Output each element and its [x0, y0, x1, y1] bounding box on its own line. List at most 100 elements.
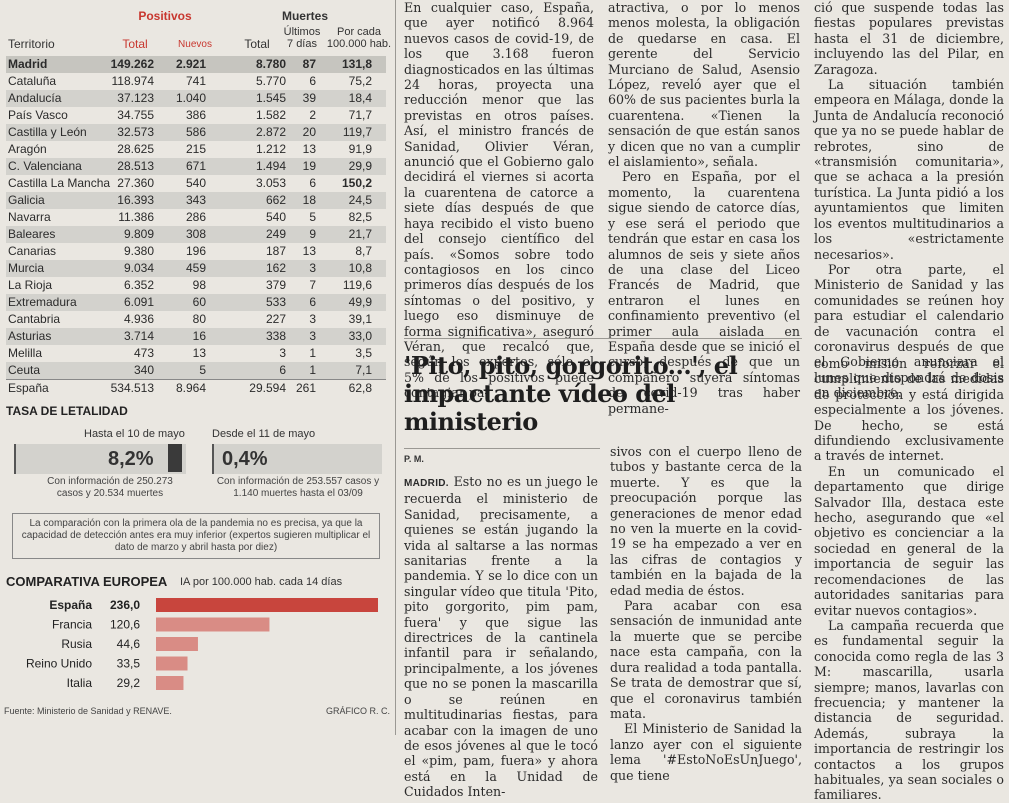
row-muertes-100k: 119,7 — [342, 125, 372, 139]
row-muertes-100k: 82,5 — [348, 210, 372, 224]
row-name: C. Valenciana — [8, 159, 82, 173]
article-separator — [404, 338, 802, 339]
bar-españa — [156, 598, 378, 612]
row-nuevos: 286 — [185, 210, 206, 224]
article2-lead-place: MADRID. — [404, 478, 449, 489]
table-row: España 534.513 8.964 29.594 261 62,8 — [6, 379, 386, 397]
table-row: Cantabria 4.936 80 227 3 39,1 — [6, 311, 386, 328]
article2-col3-p1: como misión reforzar el cumplimiento de … — [814, 356, 1004, 464]
row-muertes-total: 227 — [265, 312, 286, 326]
bar-category-label: Francia — [52, 618, 92, 632]
row-name: España — [8, 381, 49, 395]
row-muertes-100k: 75,2 — [348, 74, 372, 88]
row-muertes-total: 3.053 — [255, 176, 286, 190]
col-header-100000: 100.000 hab. — [326, 38, 392, 50]
row-muertes-total: 3 — [279, 346, 286, 360]
table-row: C. Valenciana 28.513 671 1.494 19 29,9 — [6, 158, 386, 175]
row-name: País Vasco — [8, 108, 68, 122]
bar-value-label: 120,6 — [110, 618, 140, 632]
row-nuevos: 1.040 — [175, 91, 206, 105]
row-muertes-100k: 10,8 — [348, 261, 372, 275]
row-name: Navarra — [8, 210, 51, 224]
row-nuevos: 196 — [185, 244, 206, 258]
row-total: 6.352 — [123, 278, 154, 292]
row-name: Cantabria — [8, 312, 61, 326]
table-row: Ceuta 340 5 6 1 7,1 — [6, 362, 386, 379]
row-nuevos: 386 — [185, 108, 206, 122]
table-row: Cataluña 118.974 741 5.770 6 75,2 — [6, 73, 386, 90]
row-muertes-7d: 6 — [309, 295, 316, 309]
row-total: 473 — [133, 346, 154, 360]
row-muertes-7d: 13 — [302, 142, 316, 156]
table-row: Baleares 9.809 308 249 9 21,7 — [6, 226, 386, 243]
data-table-body: Madrid 149.262 2.921 8.780 87 131,8 Cataluña 11… — [6, 56, 386, 397]
article1-col1: En cualquier caso, España, que ayer noti… — [404, 0, 594, 401]
row-total: 27.360 — [117, 176, 154, 190]
letalidad-left-box: 8,2% — [14, 444, 186, 474]
article2-col3-p3: La campaña recuerda que es fundamental s… — [814, 617, 1004, 803]
row-muertes-total: 662 — [265, 193, 286, 207]
row-muertes-total: 533 — [265, 295, 286, 309]
letalidad-left-value: 8,2% — [108, 448, 154, 470]
row-muertes-100k: 119,6 — [342, 278, 372, 292]
row-muertes-total: 379 — [265, 278, 286, 292]
col-header-nuevos: Nuevos — [178, 39, 212, 50]
row-muertes-7d: 19 — [302, 159, 316, 173]
row-muertes-total: 2.872 — [255, 125, 286, 139]
row-muertes-total: 249 — [265, 227, 286, 241]
row-muertes-total: 29.594 — [249, 381, 286, 395]
row-total: 28.513 — [117, 159, 154, 173]
bar-value-label: 44,6 — [117, 637, 141, 651]
row-name: Galicia — [8, 193, 45, 207]
row-name: La Rioja — [8, 278, 53, 292]
row-muertes-7d: 2 — [309, 108, 316, 122]
row-total: 32.573 — [117, 125, 154, 139]
row-muertes-total: 1.494 — [255, 159, 286, 173]
article1-col2-p2: Pero en España, por el momento, la cuare… — [608, 169, 800, 416]
row-name: Andalucía — [8, 91, 62, 105]
row-muertes-100k: 29,9 — [348, 159, 372, 173]
article2-col2-p2: Para acabar con esa sensación de inmunid… — [610, 598, 802, 721]
row-nuevos: 215 — [185, 142, 206, 156]
row-total: 9.380 — [123, 244, 154, 258]
column-divider — [395, 0, 396, 735]
article1-col3-p1: ció que suspende todas las fiestas popul… — [814, 0, 1004, 77]
row-total: 6.091 — [123, 295, 154, 309]
row-nuevos: 60 — [192, 295, 206, 309]
letalidad-title: TASA DE LETALIDAD — [6, 404, 128, 418]
europa-subtitle: IA por 100.000 hab. cada 14 días — [180, 576, 343, 588]
row-muertes-100k: 24,5 — [348, 193, 372, 207]
row-nuevos: 586 — [185, 125, 206, 139]
row-total: 149.262 — [110, 57, 154, 71]
bar-value-label: 236,0 — [110, 598, 140, 612]
letalidad-disclaimer: La comparación con la primera ola de la … — [12, 513, 380, 559]
row-nuevos: 16 — [192, 329, 206, 343]
col-header-territorio: Territorio — [8, 37, 55, 51]
row-muertes-7d: 3 — [309, 312, 316, 326]
row-nuevos: 343 — [185, 193, 206, 207]
row-total: 118.974 — [111, 74, 155, 88]
row-name: Cataluña — [8, 74, 57, 88]
article2-col1-text: Esto no es un juego le recuerda el minis… — [404, 474, 598, 800]
article2-col2-p1: sivos con el cuerpo lleno de tubos y bas… — [610, 444, 802, 598]
row-nuevos: 13 — [192, 346, 206, 360]
letalidad-left-bar — [168, 444, 182, 472]
europa-title: COMPARATIVA EUROPEA — [6, 574, 168, 589]
row-muertes-7d: 261 — [295, 381, 316, 395]
row-total: 9.809 — [123, 227, 154, 241]
row-name: Castilla La Mancha — [8, 176, 111, 190]
article2-byline: P. M. — [404, 454, 424, 464]
row-muertes-100k: 39,1 — [348, 312, 372, 326]
row-name: Asturias — [8, 329, 52, 343]
table-row: Navarra 11.386 286 540 5 82,5 — [6, 209, 386, 226]
bar-rusia — [156, 637, 198, 651]
row-muertes-7d: 1 — [309, 346, 316, 360]
row-muertes-100k: 3,5 — [355, 346, 372, 360]
row-nuevos: 2.921 — [175, 57, 206, 71]
table-row: Murcia 9.034 459 162 3 10,8 — [6, 260, 386, 277]
row-total: 28.625 — [117, 142, 154, 156]
table-row: Canarias 9.380 196 187 13 8,7 — [6, 243, 386, 260]
row-muertes-total: 187 — [265, 244, 286, 258]
row-total: 340 — [133, 363, 154, 377]
row-muertes-7d: 20 — [302, 125, 316, 139]
